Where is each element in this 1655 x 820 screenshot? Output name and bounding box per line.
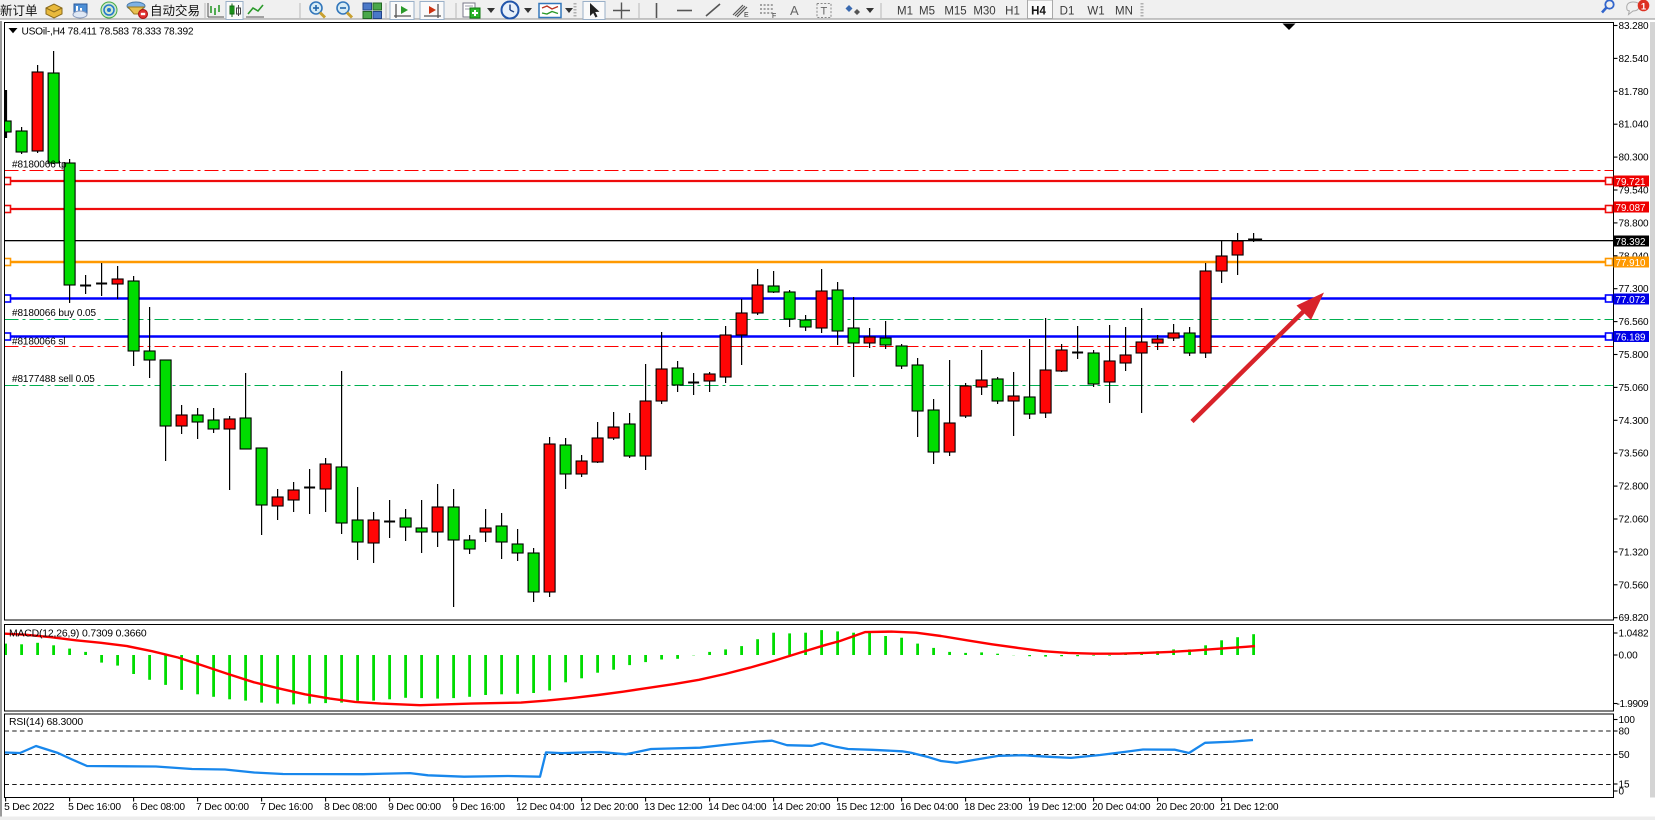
svg-text:USOil-,H4 78.411 78.583 78.33: USOil-,H4 78.411 78.583 78.333 78.392 — [22, 27, 194, 38]
svg-text:5 Dec 16:00: 5 Dec 16:00 — [68, 802, 121, 813]
svg-text:80: 80 — [1619, 727, 1630, 738]
svg-text:#8180066 sl: #8180066 sl — [12, 337, 65, 348]
svg-text:0: 0 — [1619, 787, 1625, 798]
svg-text:新订单: 新订单 — [0, 3, 38, 18]
svg-text:12 Dec 04:00: 12 Dec 04:00 — [516, 802, 575, 813]
svg-text:20 Dec 20:00: 20 Dec 20:00 — [1156, 802, 1215, 813]
svg-text:69.820: 69.820 — [1619, 613, 1650, 624]
svg-text:1.0482: 1.0482 — [1619, 629, 1650, 640]
svg-text:20 Dec 04:00: 20 Dec 04:00 — [1092, 802, 1151, 813]
svg-text:75.060: 75.060 — [1619, 383, 1650, 394]
svg-text:76.560: 76.560 — [1619, 317, 1650, 328]
svg-text:80.300: 80.300 — [1619, 153, 1650, 164]
svg-text:15: 15 — [1619, 780, 1630, 791]
svg-text:M5: M5 — [919, 6, 935, 18]
svg-text:#8180066 tp: #8180066 tp — [12, 160, 67, 171]
svg-text:73.560: 73.560 — [1619, 449, 1650, 460]
svg-text:72.800: 72.800 — [1619, 482, 1650, 493]
svg-text:77.072: 77.072 — [1616, 295, 1646, 306]
svg-text:83.280: 83.280 — [1619, 21, 1650, 32]
svg-text:5 Dec 2022: 5 Dec 2022 — [4, 802, 55, 813]
svg-text:7 Dec 16:00: 7 Dec 16:00 — [260, 802, 313, 813]
svg-text:D1: D1 — [1060, 6, 1075, 18]
svg-text:-1.9909: -1.9909 — [1617, 699, 1650, 710]
svg-text:12 Dec 20:00: 12 Dec 20:00 — [580, 802, 639, 813]
svg-text:T: T — [821, 6, 828, 18]
svg-text:50: 50 — [1619, 750, 1630, 761]
svg-text:76.189: 76.189 — [1616, 332, 1646, 343]
svg-text:RSI(14) 68.3000: RSI(14) 68.3000 — [9, 717, 83, 728]
svg-text:81.780: 81.780 — [1619, 87, 1650, 98]
svg-text:H4: H4 — [1031, 6, 1046, 18]
svg-text:M30: M30 — [973, 6, 995, 18]
svg-text:MACD(12,26,9) 0.7309 0.3660: MACD(12,26,9) 0.7309 0.3660 — [9, 629, 147, 640]
svg-text:79.540: 79.540 — [1619, 186, 1650, 197]
svg-text:14 Dec 04:00: 14 Dec 04:00 — [708, 802, 767, 813]
svg-text:16 Dec 04:00: 16 Dec 04:00 — [900, 802, 959, 813]
svg-text:74.300: 74.300 — [1619, 416, 1650, 427]
svg-text:21 Dec 12:00: 21 Dec 12:00 — [1220, 802, 1279, 813]
svg-text:100: 100 — [1619, 715, 1636, 726]
svg-text:77.300: 77.300 — [1619, 284, 1650, 295]
svg-text:78.800: 78.800 — [1619, 218, 1650, 229]
svg-text:7 Dec 00:00: 7 Dec 00:00 — [196, 802, 249, 813]
svg-text:9 Dec 00:00: 9 Dec 00:00 — [388, 802, 441, 813]
svg-text:F: F — [772, 13, 776, 20]
svg-text:M1: M1 — [897, 6, 913, 18]
svg-text:14 Dec 20:00: 14 Dec 20:00 — [772, 802, 831, 813]
svg-text:15 Dec 12:00: 15 Dec 12:00 — [836, 802, 895, 813]
svg-text:#8180066 buy 0.05: #8180066 buy 0.05 — [12, 308, 96, 319]
svg-text:77.910: 77.910 — [1616, 258, 1647, 269]
svg-text:1: 1 — [1641, 2, 1647, 13]
svg-text:M15: M15 — [944, 6, 966, 18]
svg-text:8 Dec 08:00: 8 Dec 08:00 — [324, 802, 377, 813]
svg-text:81.040: 81.040 — [1619, 120, 1650, 131]
svg-text:70.560: 70.560 — [1619, 580, 1650, 591]
svg-text:75.800: 75.800 — [1619, 350, 1650, 361]
svg-text:82.540: 82.540 — [1619, 54, 1650, 65]
svg-text:6 Dec 08:00: 6 Dec 08:00 — [132, 802, 185, 813]
svg-text:13 Dec 12:00: 13 Dec 12:00 — [644, 802, 703, 813]
svg-text:19 Dec 12:00: 19 Dec 12:00 — [1028, 802, 1087, 813]
svg-text:71.320: 71.320 — [1619, 547, 1650, 558]
svg-text:78.392: 78.392 — [1616, 237, 1646, 248]
svg-text:79.721: 79.721 — [1616, 177, 1646, 188]
svg-text:18 Dec 23:00: 18 Dec 23:00 — [964, 802, 1023, 813]
svg-text:79.087: 79.087 — [1616, 203, 1646, 214]
svg-text:E: E — [744, 12, 749, 19]
svg-text:0.00: 0.00 — [1619, 651, 1639, 662]
svg-text:W1: W1 — [1087, 6, 1104, 18]
svg-text:72.060: 72.060 — [1619, 515, 1650, 526]
svg-text:A: A — [790, 3, 799, 18]
svg-text:9 Dec 16:00: 9 Dec 16:00 — [452, 802, 505, 813]
svg-text:#8177488 sell 0.05: #8177488 sell 0.05 — [12, 374, 95, 385]
svg-text:H1: H1 — [1005, 6, 1020, 18]
svg-text:MN: MN — [1115, 6, 1133, 18]
svg-text:自动交易: 自动交易 — [150, 3, 200, 18]
